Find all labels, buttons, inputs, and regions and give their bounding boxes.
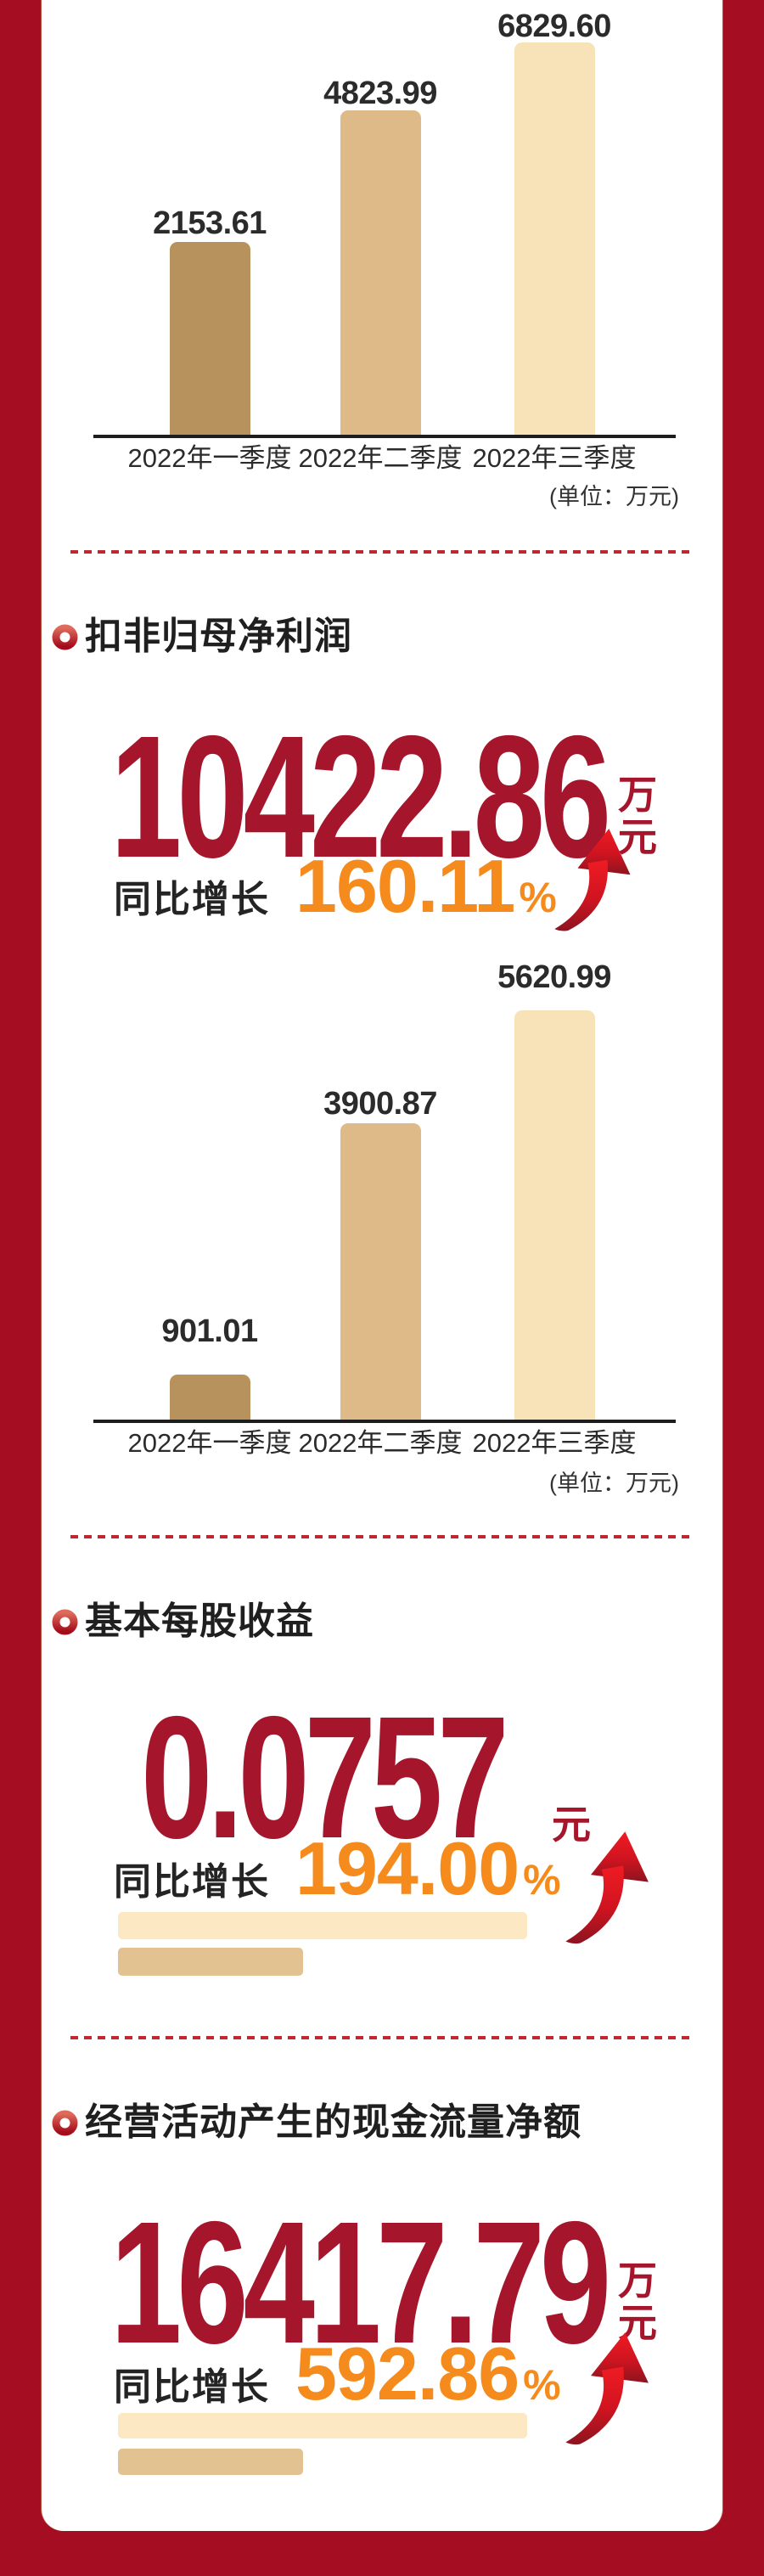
bullet-ring-icon — [52, 2110, 78, 2136]
bar-value-label: 901.01 — [161, 1313, 258, 1349]
kpi-value: 10422.86 — [110, 700, 611, 894]
growth-value: 194.00 — [295, 1826, 520, 1910]
growth-label: 同比增长 — [114, 1861, 270, 1903]
unit-note: (单位：万元) — [549, 1471, 679, 1496]
kpi-value: 16417.79 — [110, 2185, 611, 2380]
bar-value-label: 6829.60 — [497, 8, 611, 44]
bar-value-label: 3900.87 — [323, 1086, 437, 1122]
growth-row: 同比增长 194.00 % — [114, 1831, 561, 1906]
up-arrow-icon — [554, 828, 631, 931]
bullet-ring-icon — [52, 1609, 78, 1635]
section-title-net-profit: 扣非归母净利润 — [85, 616, 352, 657]
dashed-divider — [70, 1535, 692, 1538]
x-axis — [93, 435, 676, 438]
growth-row: 同比增长 592.86 % — [114, 2337, 561, 2411]
section-title-basic-eps: 基本每股收益 — [85, 1600, 314, 1642]
x-tick-label: 2022年二季度 — [298, 1428, 463, 1458]
bullet-ring-icon — [52, 624, 78, 650]
bar-2022-q1 — [170, 242, 250, 435]
x-axis — [93, 1420, 676, 1423]
dashed-divider — [70, 2036, 692, 2039]
bar-2022-q3 — [514, 1010, 595, 1420]
x-tick-label: 2022年二季度 — [298, 443, 463, 473]
kpi-value: 0.0757 — [141, 1680, 509, 1875]
x-tick-label: 2022年一季度 — [127, 443, 292, 473]
bar-value-label: 4823.99 — [323, 76, 437, 111]
percent-sign: % — [523, 1856, 561, 1904]
growth-row: 同比增长 160.11 % — [114, 849, 557, 924]
up-arrow-icon — [565, 1831, 649, 1944]
decorative-bar-light — [118, 2413, 527, 2438]
x-tick-label: 2022年一季度 — [127, 1428, 292, 1458]
growth-label: 同比增长 — [114, 2366, 270, 2408]
unit-note: (单位：万元) — [549, 484, 679, 509]
kpi-unit: 元 — [552, 1803, 591, 1847]
bar-2022-q2 — [340, 1123, 421, 1420]
percent-sign: % — [519, 874, 557, 921]
x-tick-label: 2022年三季度 — [472, 443, 637, 473]
bar-2022-q3 — [514, 42, 595, 435]
kpi-unit: 万 元 — [618, 773, 657, 859]
up-arrow-icon — [565, 2332, 649, 2445]
dashed-divider — [70, 550, 692, 554]
bar-value-label: 2153.61 — [153, 205, 267, 241]
decorative-bar-dark — [118, 2449, 303, 2475]
decorative-bar-dark — [118, 1948, 303, 1976]
section-title-operating-cash-flow: 经营活动产生的现金流量净额 — [85, 2101, 581, 2143]
percent-sign: % — [523, 2361, 561, 2409]
growth-label: 同比增长 — [114, 879, 270, 920]
growth-value: 592.86 — [295, 2331, 520, 2416]
growth-value: 160.11 — [295, 844, 515, 928]
x-tick-label: 2022年三季度 — [472, 1428, 637, 1458]
bar-value-label: 5620.99 — [497, 959, 611, 995]
bar-2022-q2 — [340, 110, 421, 435]
bar-2022-q1 — [170, 1375, 250, 1420]
decorative-bar-light — [118, 1912, 527, 1939]
